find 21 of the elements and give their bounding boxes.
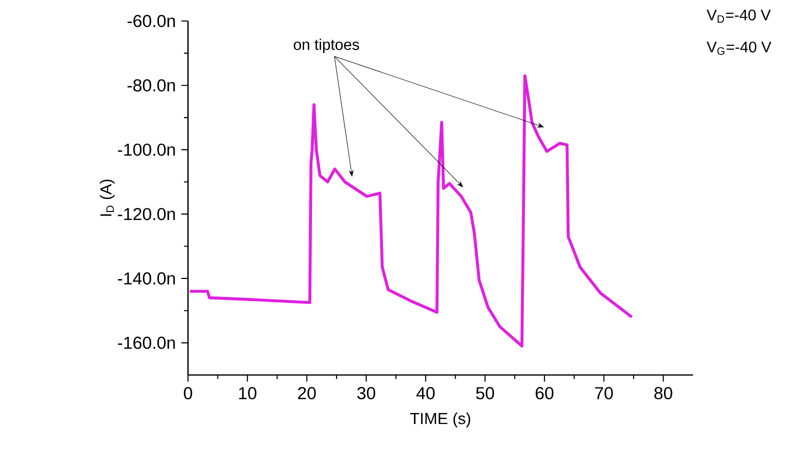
- x-tick-label: 20: [298, 387, 316, 400]
- x-tick-label: 10: [239, 387, 256, 400]
- x-axis-title: TIME (s): [410, 412, 470, 428]
- x-tick-label: 50: [476, 387, 494, 400]
- x-tick-label: 60: [536, 387, 554, 400]
- x-tick-label: 70: [595, 387, 613, 400]
- x-tick-label: 80: [654, 387, 672, 400]
- text: V$_{G}$=-40 V: [706, 42, 772, 55]
- y-axis-title: I$_{D}$ (A): [100, 180, 115, 216]
- y-tick-label: -100.0n: [118, 144, 175, 156]
- annotation: on tiptoes: [294, 38, 360, 54]
- y-tick-label: -60.0n: [128, 14, 175, 28]
- x-tick-label: 0: [184, 387, 192, 400]
- line-series: [188, 74, 634, 348]
- y-tick-label: -120.0n: [118, 208, 175, 220]
- y-tick-label: -80.0n: [128, 79, 175, 92]
- x-tick-label: 40: [416, 387, 435, 400]
- y-tick-label: -160.0n: [118, 336, 175, 349]
- text: V$_{D}$=-40 V: [706, 10, 771, 23]
- y-tick-label: -140.0n: [118, 272, 175, 285]
- x-tick-label: 30: [357, 387, 376, 400]
